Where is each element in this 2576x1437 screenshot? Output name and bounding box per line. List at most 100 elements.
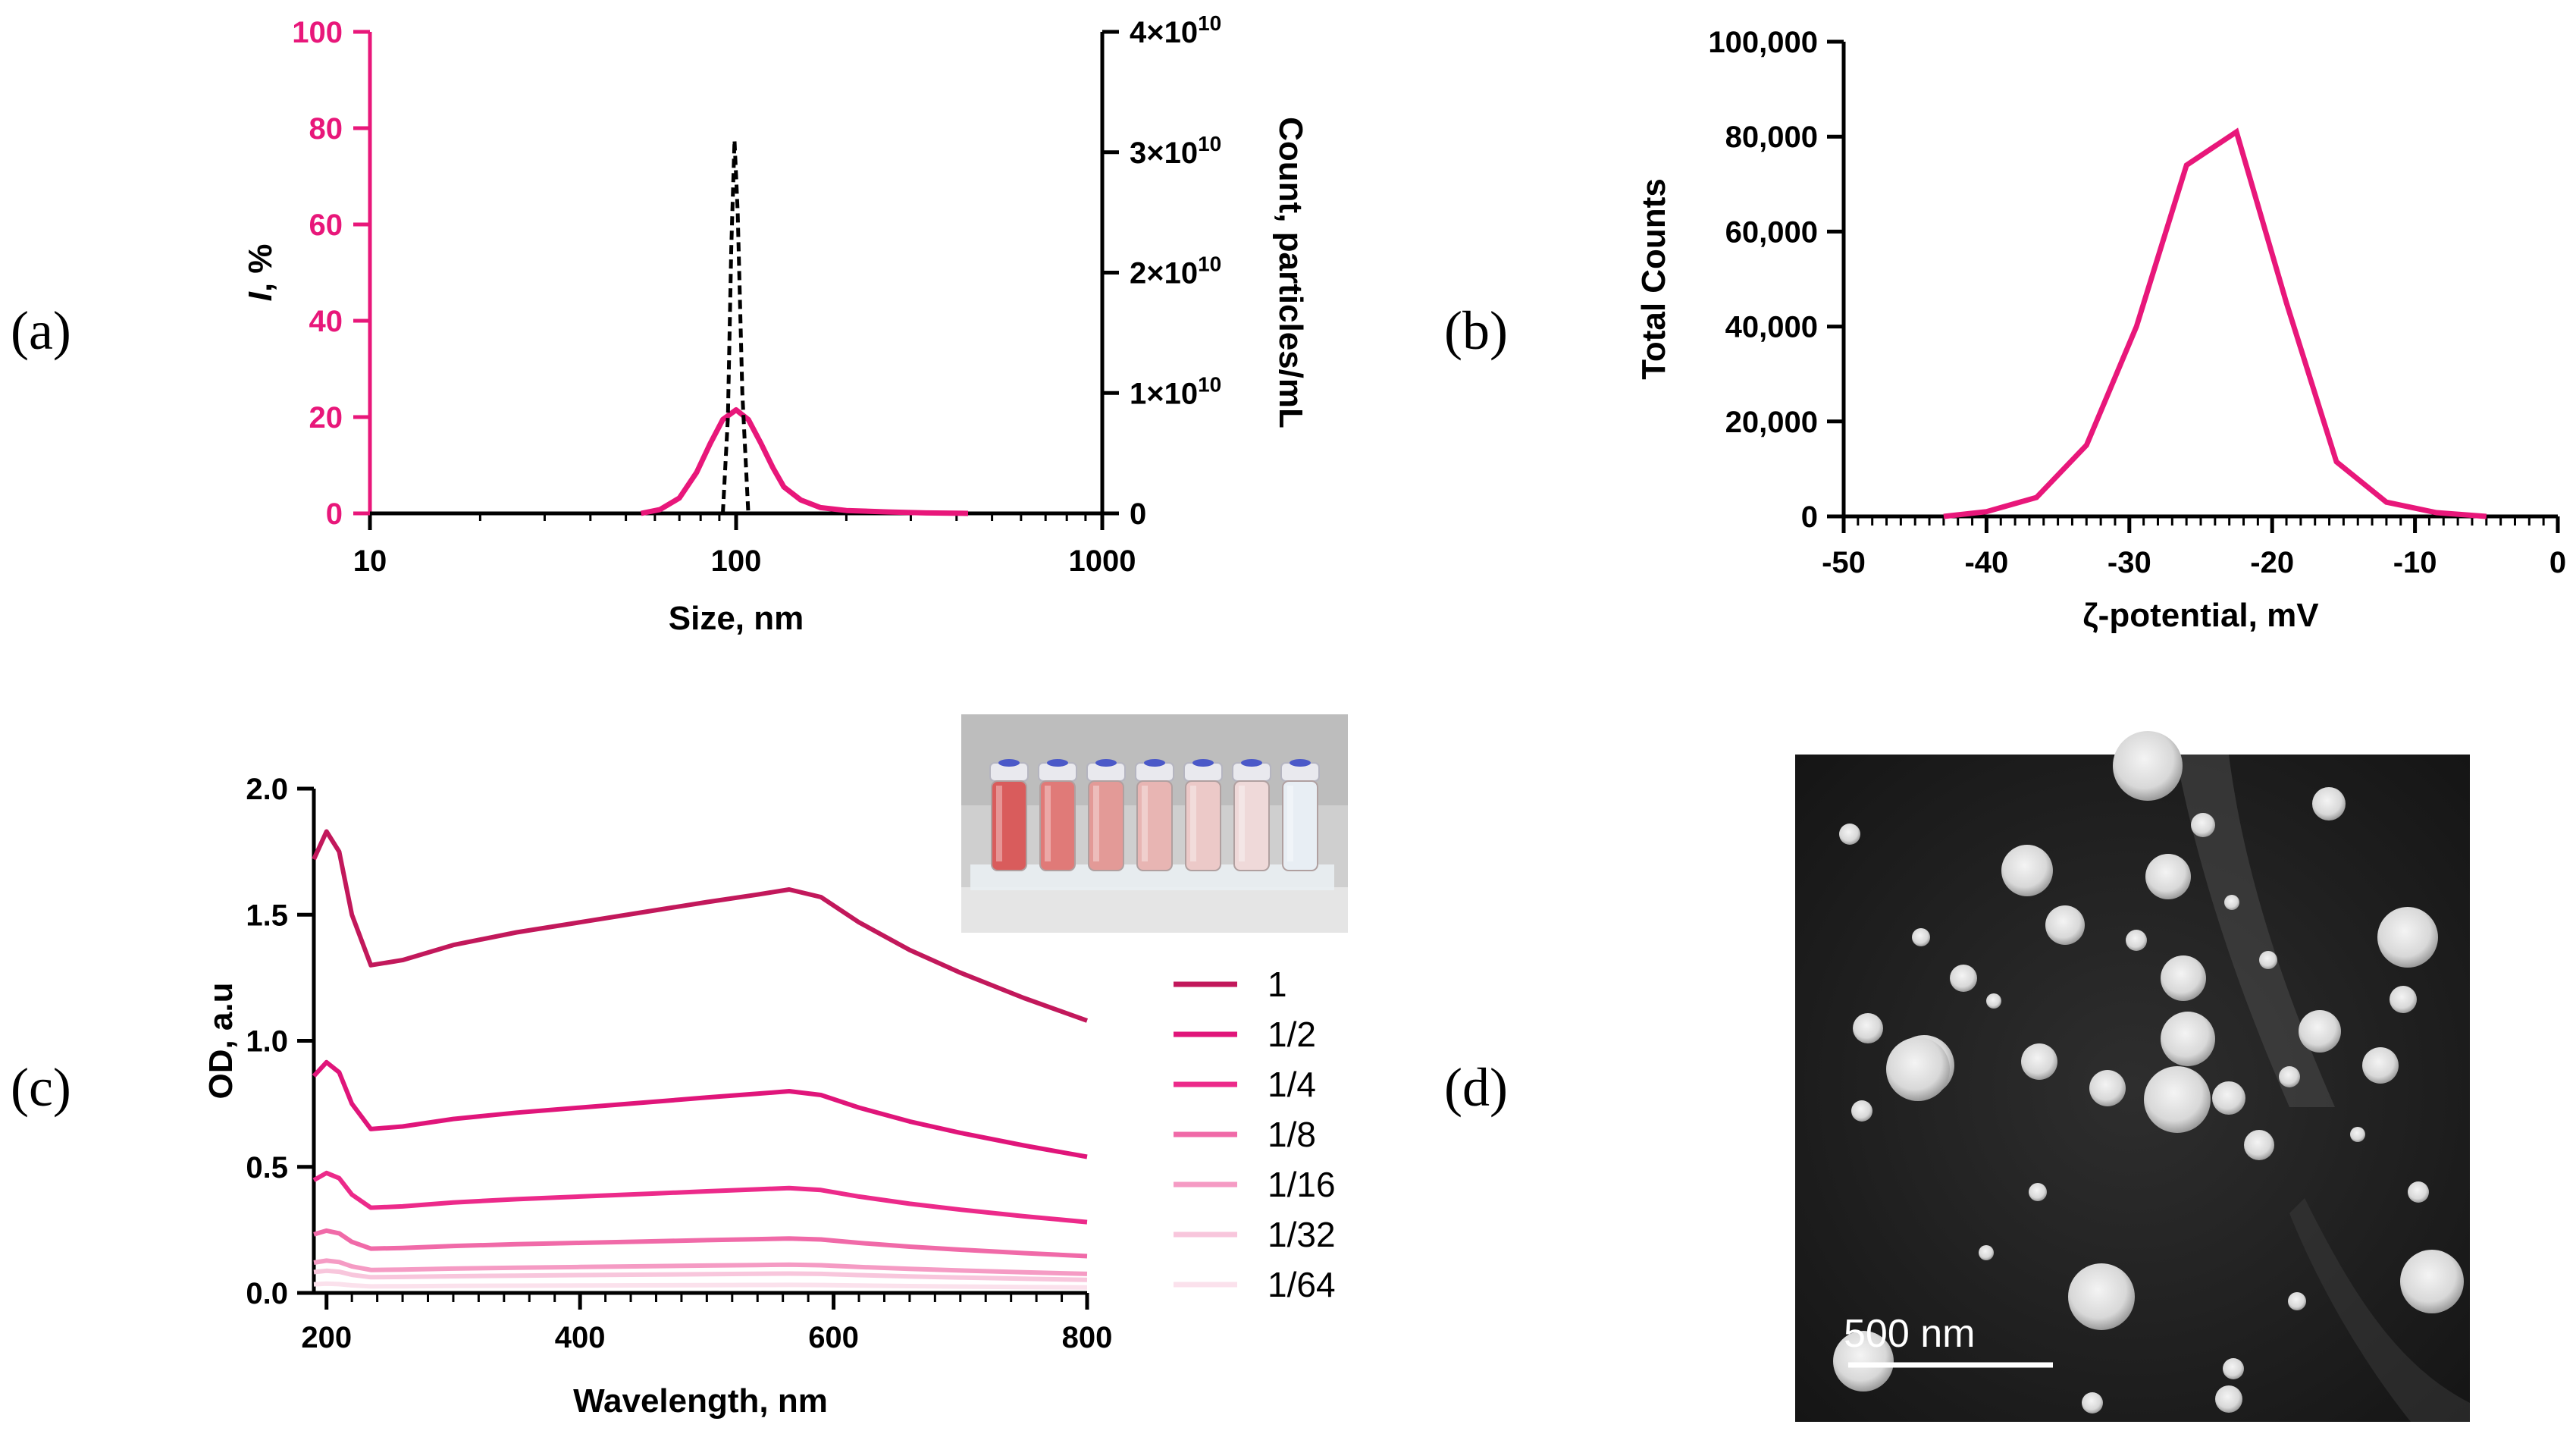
series-line-1-2 (312, 1059, 1088, 1159)
x-axis-title: ζ-potential, mV (2082, 597, 2319, 634)
nanoparticle (2223, 1358, 2244, 1379)
nanoparticle (2001, 845, 2053, 896)
x-tick-label: -10 (2393, 546, 2437, 579)
vial-cap-mark (1095, 759, 1117, 767)
nanoparticle (2212, 1081, 2245, 1115)
x-tick-label: 400 (555, 1321, 606, 1354)
vial-body (1185, 780, 1221, 871)
y-left-tick-label: 40 (309, 305, 343, 338)
nanoparticle (2144, 1066, 2211, 1133)
nanoparticle (1950, 965, 1977, 992)
scale-bar-label: 500 nm (1844, 1312, 1975, 1356)
y-left-title-rest: , % (242, 244, 279, 293)
y-left-tick-label: 20 (309, 401, 343, 435)
y-tick-label: 80,000 (1725, 121, 1818, 154)
vial-highlight (996, 786, 1002, 861)
legend-label: 1/8 (1268, 1115, 1316, 1154)
y-right-axis-title: Count, particles/mL (1272, 117, 1309, 428)
x-tick-label: -30 (2107, 546, 2151, 579)
zeta-series-line (1943, 127, 2487, 519)
series-line-1-32 (313, 1268, 1088, 1282)
nanoparticle (1839, 824, 1860, 845)
nanoparticle (1912, 928, 1930, 946)
vial-body (1282, 780, 1318, 871)
vial-body (1039, 780, 1076, 871)
x-tick-label: 800 (1062, 1321, 1113, 1354)
nanoparticle (2215, 1385, 2242, 1413)
nanoparticle (2068, 1263, 2135, 1330)
nanoparticle (2377, 907, 2438, 968)
series-line-1 (312, 829, 1089, 1023)
nanoparticle (2244, 1130, 2274, 1160)
chart-b-zeta-potential: -50 -40 -30 -20 -10 0 0 20,000 40,000 60,000 80,00… (1635, 26, 2566, 634)
y-right-tick-label: 1×1010 (1130, 372, 1221, 410)
legend-label: 1 (1268, 965, 1287, 1004)
vial-highlight (1045, 786, 1051, 861)
y-tick-label: 0.0 (246, 1277, 288, 1310)
y-left-title-italic: I (242, 291, 279, 301)
vial-cap-mark (1047, 759, 1068, 767)
nanoparticle (2288, 1292, 2306, 1310)
y-left-tick-label: 0 (326, 497, 343, 531)
y-right-tick-exponent: 10 (1198, 11, 1221, 35)
panel-label-a: (a) (11, 300, 71, 361)
x-tick-label: -50 (1822, 546, 1866, 579)
y-tick-label: 100,000 (1708, 26, 1818, 59)
vials-photo-inset (961, 714, 1348, 933)
y-left-tick-label: 100 (292, 16, 343, 49)
nanoparticle (2082, 1392, 2103, 1413)
nanoparticle (1853, 1013, 1883, 1043)
x-tick-label: 10 (353, 544, 387, 578)
x-tick-label: -20 (2250, 546, 2294, 579)
vial-highlight (1239, 786, 1245, 861)
legend-label: 1/64 (1268, 1265, 1336, 1304)
nanoparticle (1986, 993, 2001, 1009)
x-axis-title: Size, nm (669, 600, 804, 637)
count-series-line (721, 140, 751, 514)
y-tick-label: 0.5 (246, 1151, 288, 1184)
x-tick-label: 0 (2549, 546, 2566, 579)
nanoparticle (2390, 986, 2417, 1013)
vial-body (991, 780, 1027, 871)
nanoparticle (1851, 1100, 1872, 1122)
nanoparticle (2021, 1043, 2057, 1080)
nanoparticle (1833, 1331, 1894, 1392)
y-right-tick-label: 4×1010 (1130, 11, 1221, 49)
y-right-tick-exponent: 10 (1198, 372, 1221, 396)
panel-label-c: (c) (11, 1057, 71, 1118)
y-axis-title: Total Counts (1635, 178, 1672, 380)
y-axis-title: OD, a.u (202, 982, 240, 1099)
nanoparticle (2279, 1066, 2300, 1087)
vial-highlight (1142, 786, 1148, 861)
vial-body (1233, 780, 1270, 871)
x-tick-label: 1000 (1069, 544, 1136, 578)
legend-label: 1/16 (1268, 1165, 1336, 1204)
nanoparticle (2145, 854, 2191, 899)
vial-cap-mark (1192, 759, 1214, 767)
nanoparticle (1979, 1245, 1994, 1260)
x-axis-title: Wavelength, nm (573, 1382, 828, 1420)
nanoparticle (1886, 1037, 1950, 1101)
y-tick-label: 2.0 (246, 773, 288, 806)
tem-image: 500 nm (1795, 731, 2470, 1422)
y-right-tick-label: 0 (1130, 497, 1146, 531)
intensity-series-line (640, 407, 969, 516)
nanoparticle (2362, 1047, 2399, 1084)
x-tick-label: 100 (711, 544, 762, 578)
nanoparticle (2224, 895, 2239, 910)
nanoparticle (2161, 955, 2206, 1001)
nanoparticle (2312, 787, 2346, 820)
nanoparticle (2400, 1250, 2464, 1313)
vial-highlight (1287, 786, 1293, 861)
y-tick-label: 1.5 (246, 899, 288, 932)
y-right-tick-exponent: 10 (1198, 132, 1221, 155)
nanoparticle (2259, 951, 2277, 969)
nanoparticle (2191, 813, 2215, 837)
y-right-tick-exponent: 10 (1198, 253, 1221, 276)
y-tick-label: 20,000 (1725, 406, 1818, 439)
series-line-1-4 (312, 1170, 1088, 1225)
y-tick-label: 1.0 (246, 1025, 288, 1059)
y-tick-label: 0 (1801, 500, 1818, 534)
nanoparticle (2299, 1010, 2341, 1053)
x-tick-label: 600 (808, 1321, 859, 1354)
